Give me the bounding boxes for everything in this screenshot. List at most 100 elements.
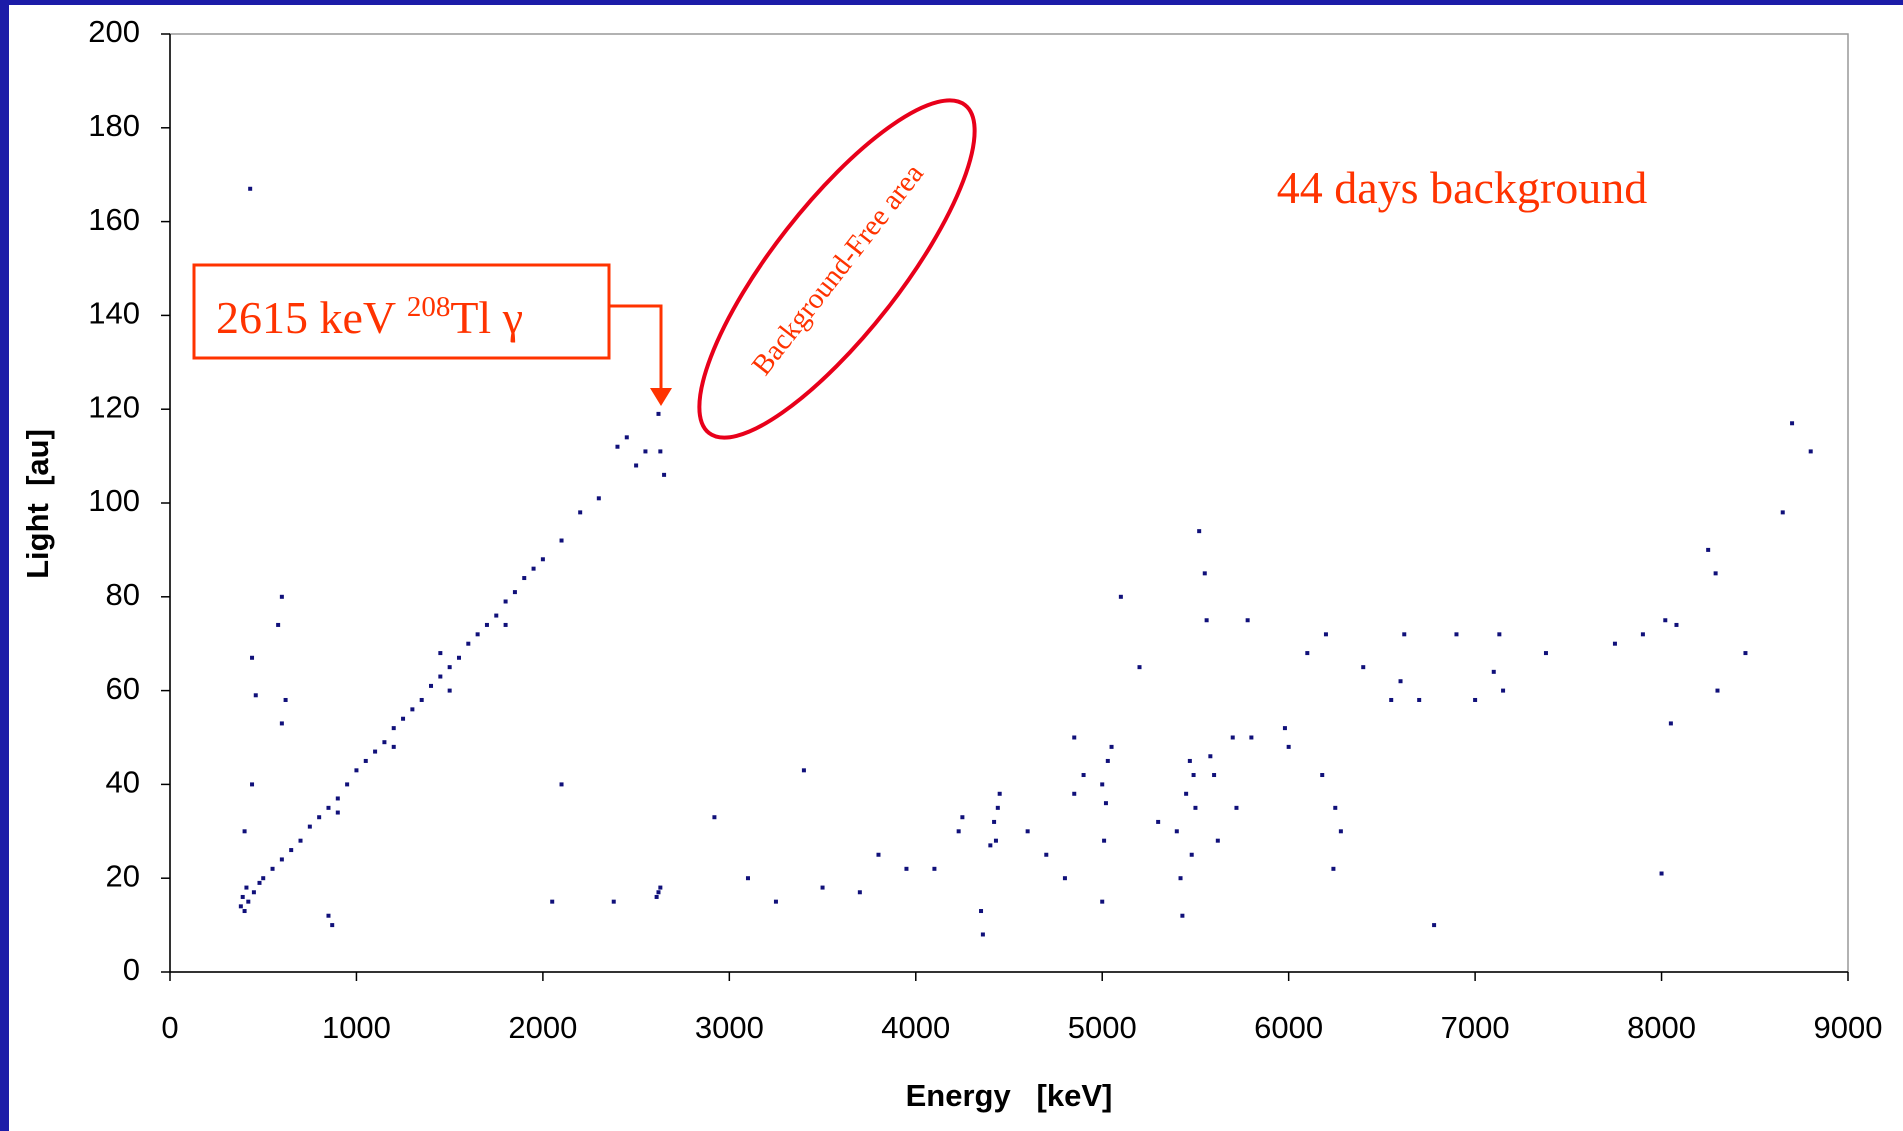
point bbox=[438, 651, 443, 656]
x-tick-label: 9000 bbox=[1814, 1010, 1883, 1045]
point bbox=[382, 740, 387, 745]
point bbox=[279, 594, 284, 599]
point bbox=[1338, 829, 1343, 834]
point bbox=[1081, 773, 1086, 778]
point bbox=[298, 838, 303, 843]
y-tick-label: 60 bbox=[106, 671, 140, 706]
point bbox=[656, 411, 661, 416]
y-tick-label: 0 bbox=[123, 952, 140, 987]
point bbox=[956, 829, 961, 834]
point bbox=[1398, 679, 1403, 684]
point bbox=[1197, 529, 1202, 534]
point bbox=[1100, 782, 1105, 787]
point bbox=[261, 876, 266, 881]
point bbox=[658, 449, 663, 454]
point bbox=[1062, 876, 1067, 881]
point bbox=[438, 674, 443, 679]
point bbox=[904, 866, 909, 871]
point bbox=[1234, 805, 1239, 810]
point bbox=[484, 622, 489, 627]
point bbox=[1432, 923, 1437, 928]
point bbox=[410, 707, 415, 712]
point bbox=[1137, 665, 1142, 670]
point bbox=[279, 721, 284, 726]
point bbox=[456, 655, 461, 660]
y-tick-label: 200 bbox=[88, 14, 140, 49]
point bbox=[995, 805, 1000, 810]
annotation-part: 2615 keV bbox=[216, 292, 407, 343]
point bbox=[596, 496, 601, 501]
y-tick-label: 20 bbox=[106, 858, 140, 893]
point bbox=[242, 909, 247, 914]
point bbox=[1174, 829, 1179, 834]
point bbox=[1215, 838, 1220, 843]
point bbox=[1109, 744, 1114, 749]
point bbox=[326, 805, 331, 810]
point bbox=[317, 815, 322, 820]
point bbox=[1204, 618, 1209, 623]
point bbox=[1191, 773, 1196, 778]
point bbox=[1715, 688, 1720, 693]
point bbox=[475, 632, 480, 637]
point bbox=[820, 885, 825, 890]
point bbox=[1230, 735, 1235, 740]
point bbox=[522, 576, 527, 581]
point bbox=[244, 885, 249, 890]
point bbox=[1118, 594, 1123, 599]
x-tick-label: 1000 bbox=[322, 1010, 391, 1045]
point bbox=[656, 890, 661, 895]
point bbox=[658, 885, 663, 890]
point bbox=[240, 894, 245, 899]
point bbox=[307, 824, 312, 829]
slide-border-top bbox=[0, 0, 1903, 5]
point bbox=[494, 613, 499, 618]
point bbox=[335, 810, 340, 815]
point bbox=[1808, 449, 1813, 454]
point bbox=[1497, 632, 1502, 637]
point bbox=[335, 796, 340, 801]
point bbox=[993, 838, 998, 843]
point bbox=[1184, 791, 1189, 796]
point bbox=[1389, 697, 1394, 702]
annotation-arrow bbox=[609, 304, 663, 390]
point bbox=[1189, 852, 1194, 857]
point bbox=[447, 665, 452, 670]
point bbox=[1193, 805, 1198, 810]
point bbox=[326, 913, 331, 918]
y-tick-label: 180 bbox=[88, 108, 140, 143]
point bbox=[363, 758, 368, 763]
annotation-text: 2615 keV 208Tl γ bbox=[216, 291, 523, 343]
point bbox=[540, 557, 545, 562]
point bbox=[1612, 641, 1617, 646]
point bbox=[1103, 801, 1108, 806]
point bbox=[330, 923, 335, 928]
point bbox=[712, 815, 717, 820]
point bbox=[1713, 571, 1718, 576]
point bbox=[401, 716, 406, 721]
point bbox=[1402, 632, 1407, 637]
point bbox=[1180, 913, 1185, 918]
point bbox=[960, 815, 965, 820]
x-tick-label: 3000 bbox=[695, 1010, 764, 1045]
point bbox=[1501, 688, 1506, 693]
point bbox=[1208, 754, 1213, 759]
point bbox=[354, 768, 359, 773]
point bbox=[801, 768, 806, 773]
x-tick-label: 2000 bbox=[508, 1010, 577, 1045]
point bbox=[373, 749, 378, 754]
point bbox=[1790, 421, 1795, 426]
point bbox=[248, 186, 253, 191]
point bbox=[531, 566, 536, 571]
point bbox=[429, 683, 434, 688]
point bbox=[1286, 744, 1291, 749]
point bbox=[615, 444, 620, 449]
point bbox=[578, 510, 583, 515]
point bbox=[246, 899, 251, 904]
point bbox=[447, 688, 452, 693]
point bbox=[745, 876, 750, 881]
y-tick-label: 100 bbox=[88, 483, 140, 518]
point bbox=[662, 472, 667, 477]
point bbox=[992, 819, 997, 824]
point bbox=[1659, 871, 1664, 876]
